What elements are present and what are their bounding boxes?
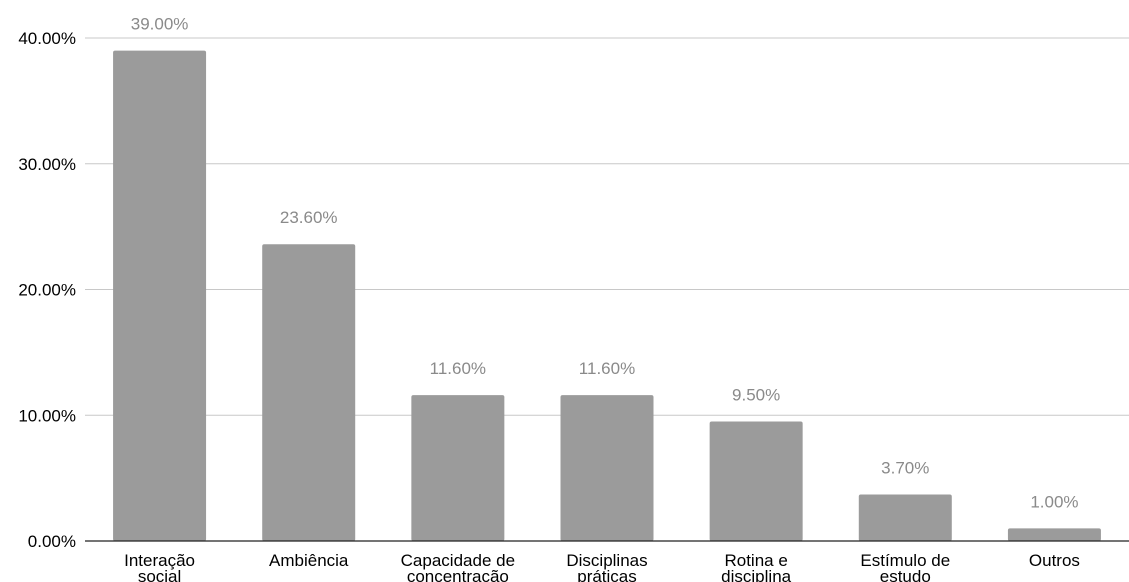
bar-1 <box>262 244 356 542</box>
category-label-2-line-0: Capacidade de <box>401 551 515 570</box>
category-label-5-line-1: estudo <box>880 567 931 582</box>
y-axis-tick-labels: 0.00% 10.00% 20.00% 30.00% 40.00% <box>18 29 76 551</box>
bar-4 <box>709 421 803 541</box>
data-label-0: 39.00% <box>131 15 189 34</box>
category-label-4-line-1: disciplina <box>721 567 791 582</box>
category-label-2-line-1: concentração <box>407 567 509 582</box>
data-label-2: 11.60% <box>430 359 486 378</box>
bar-5 <box>858 494 952 541</box>
y-tick-label-3: 30.00% <box>18 155 76 174</box>
y-tick-label-2: 20.00% <box>18 281 76 300</box>
category-label-5-line-0: Estímulo de <box>860 551 950 570</box>
data-label-1: 23.60% <box>280 208 338 227</box>
category-label-3-line-0: Disciplinas <box>566 551 647 570</box>
bar-3 <box>560 395 654 541</box>
y-tick-label-1: 10.00% <box>18 406 76 425</box>
category-label-4-line-0: Rotina e <box>724 551 787 570</box>
bar-6 <box>1007 528 1101 541</box>
category-label-1-line-0: Ambiência <box>269 551 349 570</box>
bar-0 <box>113 50 207 541</box>
data-labels: 39.00% 23.60% 11.60% 11.60% 9.50% 3.70% 1.00% <box>131 15 1079 512</box>
data-label-3: 11.60% <box>579 359 635 378</box>
data-label-6: 1.00% <box>1030 492 1078 511</box>
category-label-0-line-1: social <box>138 567 181 582</box>
category-label-6-line-0: Outros <box>1029 551 1080 570</box>
y-tick-label-0: 0.00% <box>28 532 76 551</box>
y-tick-label-4: 40.00% <box>18 29 76 48</box>
data-label-4: 9.50% <box>732 386 780 405</box>
category-label-0-line-0: Interação <box>124 551 195 570</box>
bars <box>113 50 1101 542</box>
category-label-3-line-1: práticas <box>577 567 637 582</box>
data-label-5: 3.70% <box>881 458 929 477</box>
bar-2 <box>411 395 505 541</box>
